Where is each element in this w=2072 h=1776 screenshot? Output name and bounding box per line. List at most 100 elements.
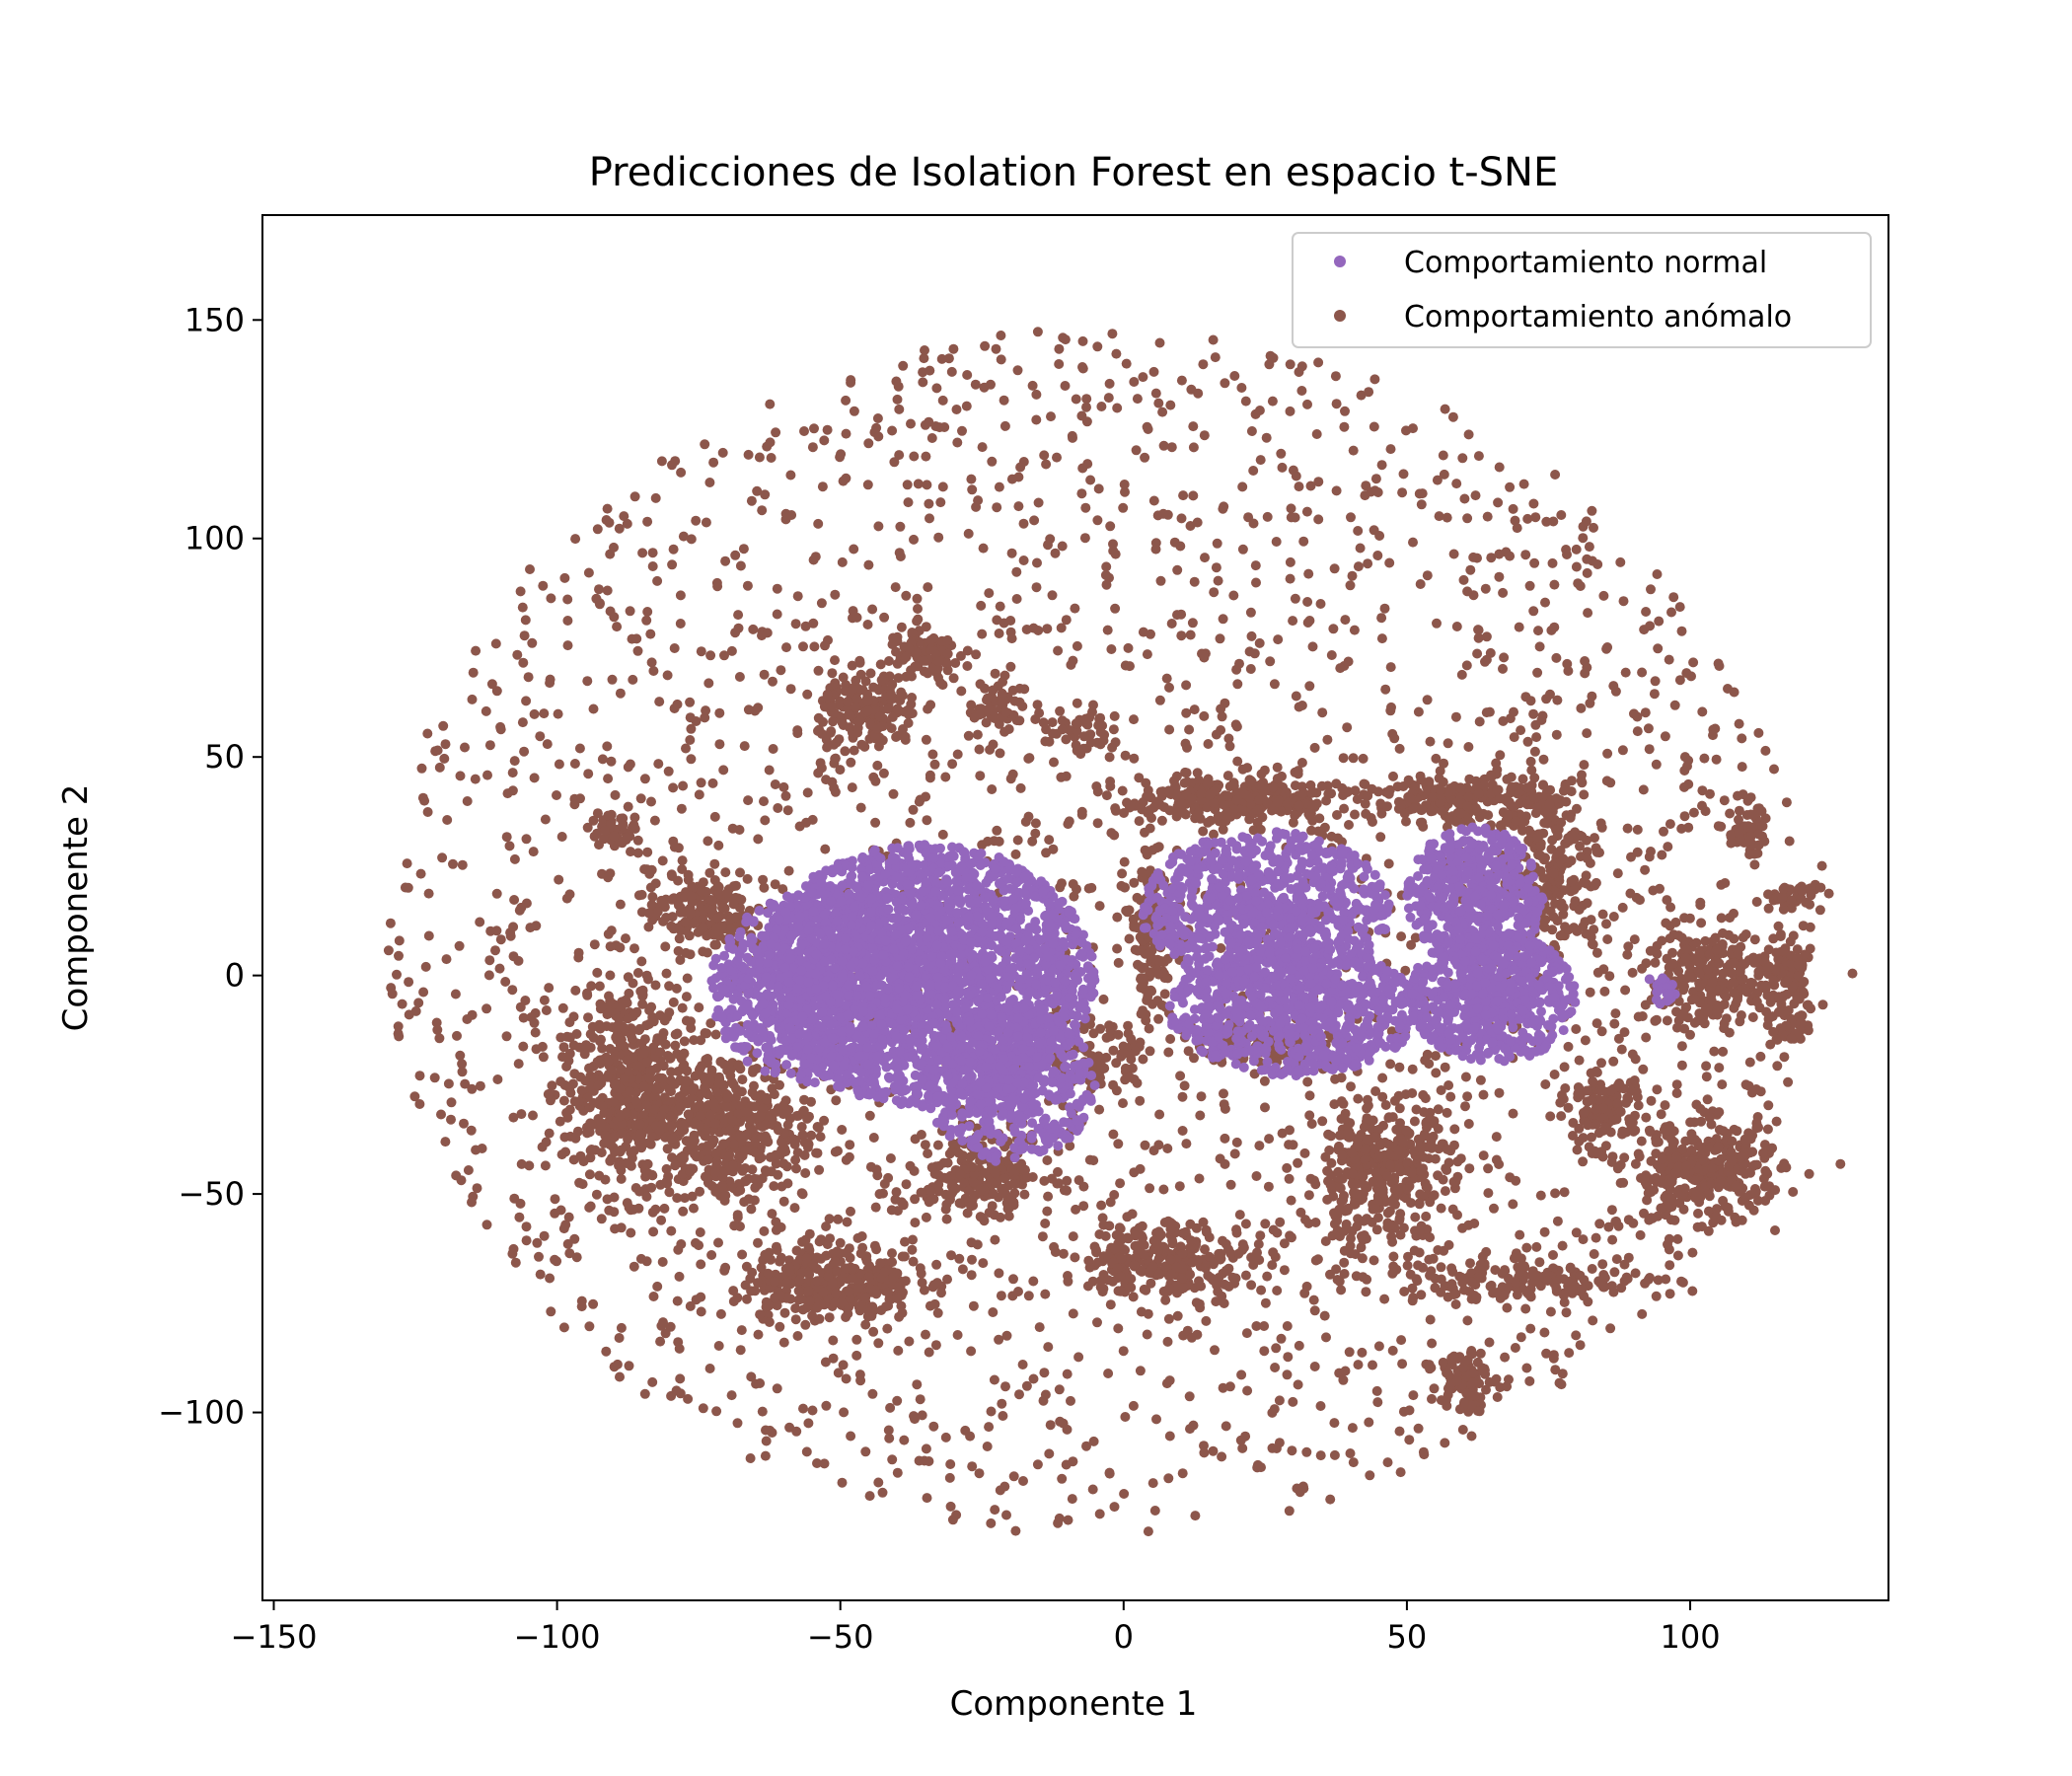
point-anomalo xyxy=(650,492,661,503)
point-anomalo xyxy=(878,768,889,778)
point-anomalo xyxy=(1208,334,1219,345)
point-anomalo xyxy=(491,888,502,899)
point-anomalo xyxy=(1426,806,1437,817)
point-anomalo xyxy=(968,1177,979,1188)
point-anomalo xyxy=(1042,1155,1053,1165)
point-anomalo xyxy=(781,1161,792,1172)
point-anomalo xyxy=(1033,626,1044,635)
point-anomalo xyxy=(690,1148,700,1159)
point-anomalo xyxy=(1149,1506,1160,1516)
point-anomalo xyxy=(1661,918,1671,928)
point-anomalo xyxy=(965,1431,976,1442)
point-anomalo xyxy=(881,1301,891,1312)
point-anomalo xyxy=(602,741,613,752)
point-anomalo xyxy=(891,1187,902,1198)
point-anomalo xyxy=(907,693,918,703)
point-anomalo xyxy=(883,1287,894,1297)
point-anomalo xyxy=(1069,891,1079,902)
point-anomalo xyxy=(738,544,749,555)
point-anomalo xyxy=(1273,634,1284,645)
point-anomalo xyxy=(486,679,497,690)
point-anomalo xyxy=(513,1059,524,1070)
point-anomalo xyxy=(1701,1072,1712,1082)
point-anomalo xyxy=(814,1164,825,1175)
point-anomalo xyxy=(657,897,668,908)
point-anomalo xyxy=(685,735,696,745)
point-anomalo xyxy=(540,814,551,825)
point-anomalo xyxy=(1186,384,1197,395)
point-anomalo xyxy=(483,970,494,981)
point-anomalo xyxy=(1448,549,1459,559)
point-anomalo xyxy=(709,1118,720,1129)
point-anomalo xyxy=(1619,1027,1630,1038)
point-anomalo xyxy=(1034,1322,1045,1333)
point-anomalo xyxy=(1309,742,1320,753)
point-anomalo xyxy=(1620,667,1631,678)
point-anomalo xyxy=(862,620,873,629)
point-anomalo xyxy=(1431,753,1442,764)
point-anomalo xyxy=(1265,656,1276,667)
point-anomalo xyxy=(553,708,563,719)
point-anomalo xyxy=(1451,479,1462,489)
point-anomalo xyxy=(1322,734,1333,745)
point-anomalo xyxy=(894,450,905,461)
point-anomalo xyxy=(788,1134,799,1145)
point-anomalo xyxy=(635,1128,646,1139)
point-anomalo xyxy=(1685,1029,1695,1040)
point-anomalo xyxy=(404,1009,414,1020)
point-anomalo xyxy=(822,742,833,753)
point-anomalo xyxy=(1589,1249,1599,1259)
point-anomalo xyxy=(670,1078,681,1089)
point-anomalo xyxy=(1408,537,1418,548)
point-anomalo xyxy=(1068,1308,1078,1319)
point-anomalo xyxy=(1554,1377,1565,1388)
point-anomalo xyxy=(1660,731,1670,742)
point-anomalo xyxy=(803,1286,814,1296)
point-anomalo xyxy=(1339,421,1350,432)
point-anomalo xyxy=(1294,481,1304,492)
point-anomalo xyxy=(682,1066,693,1076)
point-anomalo xyxy=(1615,556,1626,567)
point-anomalo xyxy=(1239,788,1250,799)
point-anomalo xyxy=(623,1013,633,1024)
point-anomalo xyxy=(1223,733,1234,744)
point-anomalo xyxy=(595,1059,606,1070)
point-anomalo xyxy=(1172,564,1183,575)
point-anomalo xyxy=(1218,614,1228,625)
point-anomalo xyxy=(1713,658,1724,669)
point-anomalo xyxy=(443,1078,454,1089)
point-anomalo xyxy=(750,1090,761,1101)
point-anomalo xyxy=(698,877,708,888)
point-anomalo xyxy=(870,776,881,786)
point-anomalo xyxy=(1576,703,1587,713)
point-anomalo xyxy=(901,651,912,662)
point-anomalo xyxy=(584,1169,595,1180)
point-anomalo xyxy=(952,749,963,760)
point-anomalo xyxy=(519,746,530,757)
point-anomalo xyxy=(790,1314,801,1325)
point-anomalo xyxy=(1486,553,1497,563)
point-anomalo xyxy=(1236,1369,1247,1380)
point-anomalo xyxy=(628,674,638,685)
point-anomalo xyxy=(940,1432,951,1443)
point-anomalo xyxy=(635,1253,646,1264)
point-anomalo xyxy=(1781,797,1792,808)
point-anomalo xyxy=(1686,671,1696,682)
point-anomalo xyxy=(1676,1060,1687,1071)
point-anomalo xyxy=(771,1149,781,1160)
point-anomalo xyxy=(924,498,934,509)
point-anomalo xyxy=(1045,1420,1056,1431)
point-anomalo xyxy=(830,678,841,689)
point-anomalo xyxy=(1643,723,1654,734)
point-anomalo xyxy=(1557,1240,1568,1251)
point-anomalo xyxy=(1255,824,1266,835)
point-anomalo xyxy=(659,1203,670,1214)
point-anomalo xyxy=(860,1319,871,1330)
point-anomalo xyxy=(963,528,974,539)
point-anomalo xyxy=(1140,1140,1150,1150)
point-anomalo xyxy=(616,1322,627,1333)
point-anomalo xyxy=(383,945,394,956)
point-anomalo xyxy=(708,1098,719,1109)
point-anomalo xyxy=(1512,523,1522,534)
point-anomalo xyxy=(574,743,585,754)
